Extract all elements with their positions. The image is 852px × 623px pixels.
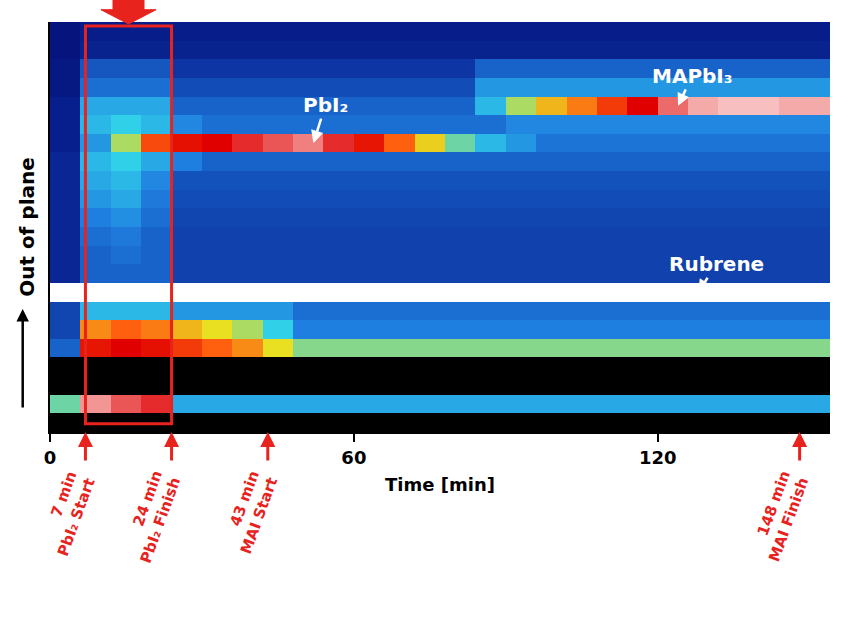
svg-text:MAPbI₃: MAPbI₃ <box>652 64 733 88</box>
svg-text:120: 120 <box>639 447 677 468</box>
svg-text:0: 0 <box>44 447 57 468</box>
svg-text:148 minMAI Finish: 148 minMAI Finish <box>747 468 812 564</box>
svg-text:24 minPbI₂ Finish: 24 minPbI₂ Finish <box>118 468 184 565</box>
svg-text:7 minPbI₂ Start: 7 minPbI₂ Start <box>36 469 99 559</box>
svg-text:PbI₂: PbI₂ <box>303 93 348 117</box>
svg-text:Rubrene: Rubrene <box>669 252 764 276</box>
svg-text:43 minMAI Start: 43 minMAI Start <box>219 468 282 556</box>
svg-text:Time [min]: Time [min] <box>385 474 495 495</box>
svg-text:Out of plane: Out of plane <box>15 157 39 297</box>
svg-text:60: 60 <box>341 447 366 468</box>
